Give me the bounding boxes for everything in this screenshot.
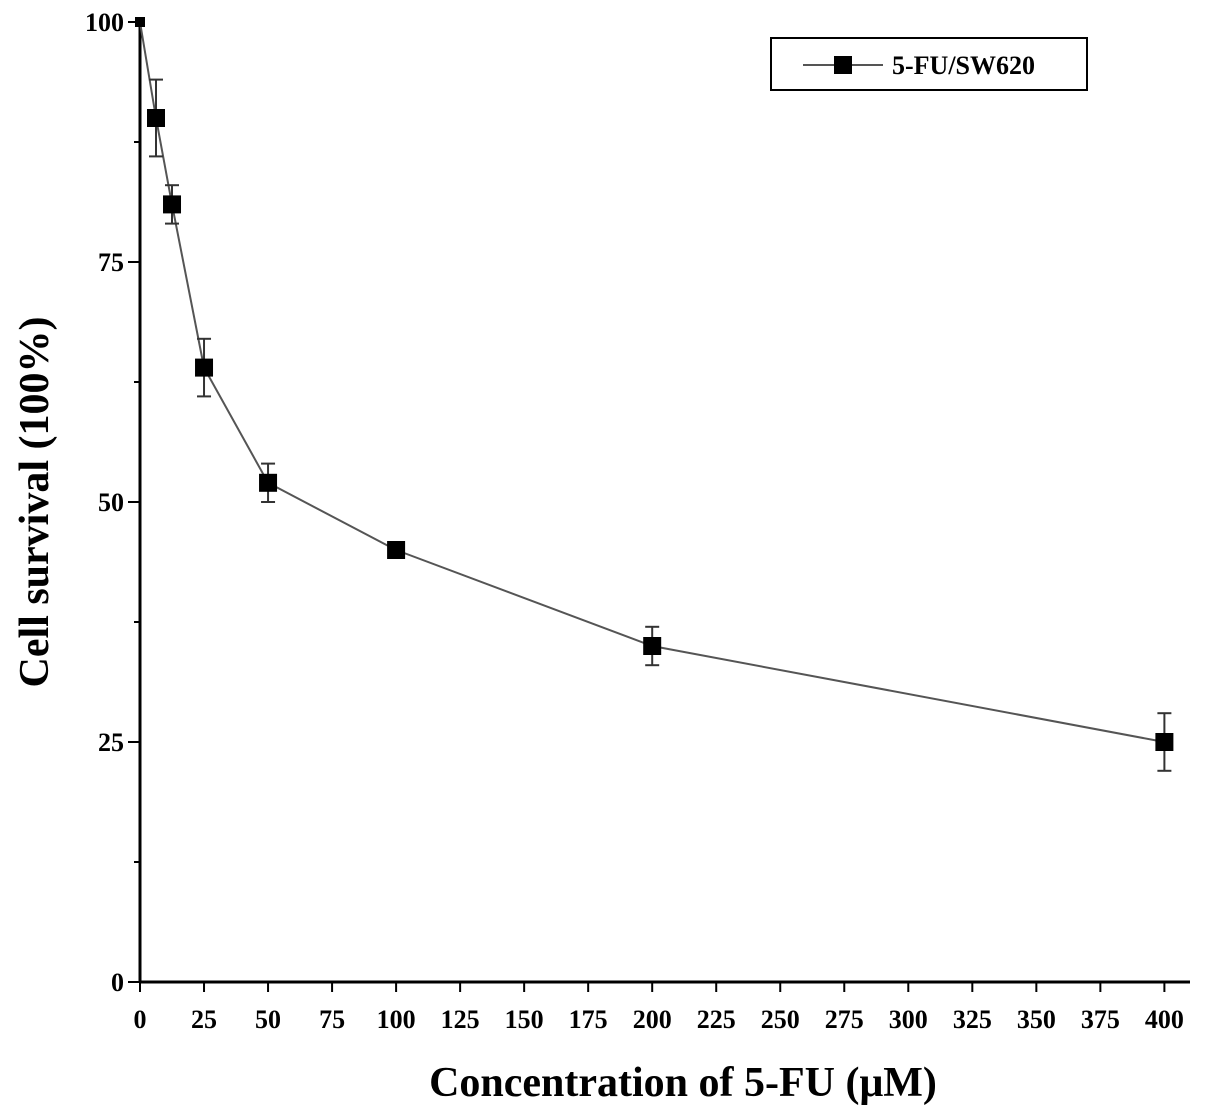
x-tick-label: 75 — [319, 1005, 345, 1034]
x-tick-label: 300 — [889, 1005, 928, 1034]
x-tick-label: 350 — [1017, 1005, 1056, 1034]
x-tick-label: 150 — [505, 1005, 544, 1034]
data-point — [643, 637, 662, 655]
y-axis-ticks: 0 25 50 75 100 — [85, 8, 140, 997]
series-line — [139, 21, 1165, 743]
x-tick-label: 325 — [953, 1005, 992, 1034]
data-point — [163, 195, 182, 214]
x-tick-label: 25 — [191, 1005, 217, 1034]
x-axis-title: Concentration of 5-FU (μM) — [429, 1060, 937, 1106]
data-point — [1155, 733, 1174, 751]
x-tick-label: 125 — [441, 1005, 480, 1034]
data-point — [259, 473, 278, 492]
data-point — [195, 358, 214, 377]
legend-marker — [834, 56, 852, 74]
data-point — [387, 541, 406, 559]
x-tick-label: 50 — [255, 1005, 281, 1034]
x-tick-label: 0 — [134, 1005, 147, 1034]
legend-label: 5-FU/SW620 — [892, 51, 1035, 80]
y-tick-label: 0 — [111, 968, 124, 997]
y-tick-label: 100 — [85, 8, 124, 37]
data-point — [135, 17, 145, 27]
data-point — [147, 109, 166, 127]
y-tick-label: 50 — [98, 488, 124, 517]
x-tick-label: 200 — [633, 1005, 672, 1034]
x-tick-label: 100 — [377, 1005, 416, 1034]
x-axis-ticks: 0 25 50 75 100 125 150 175 200 225 250 275 300 325 350… — [134, 982, 1184, 1034]
y-tick-label: 25 — [98, 728, 124, 757]
x-tick-label: 175 — [569, 1005, 608, 1034]
x-tick-label: 225 — [697, 1005, 736, 1034]
x-tick-label: 375 — [1081, 1005, 1120, 1034]
x-tick-label: 250 — [761, 1005, 800, 1034]
legend: 5-FU/SW620 — [770, 37, 1088, 91]
series-layer — [135, 17, 1174, 772]
y-tick-label: 75 — [98, 248, 124, 277]
x-tick-label: 400 — [1145, 1005, 1184, 1034]
x-tick-label: 275 — [825, 1005, 864, 1034]
y-axis-title: Cell survival (100%) — [12, 317, 58, 688]
axes — [138, 22, 1190, 984]
